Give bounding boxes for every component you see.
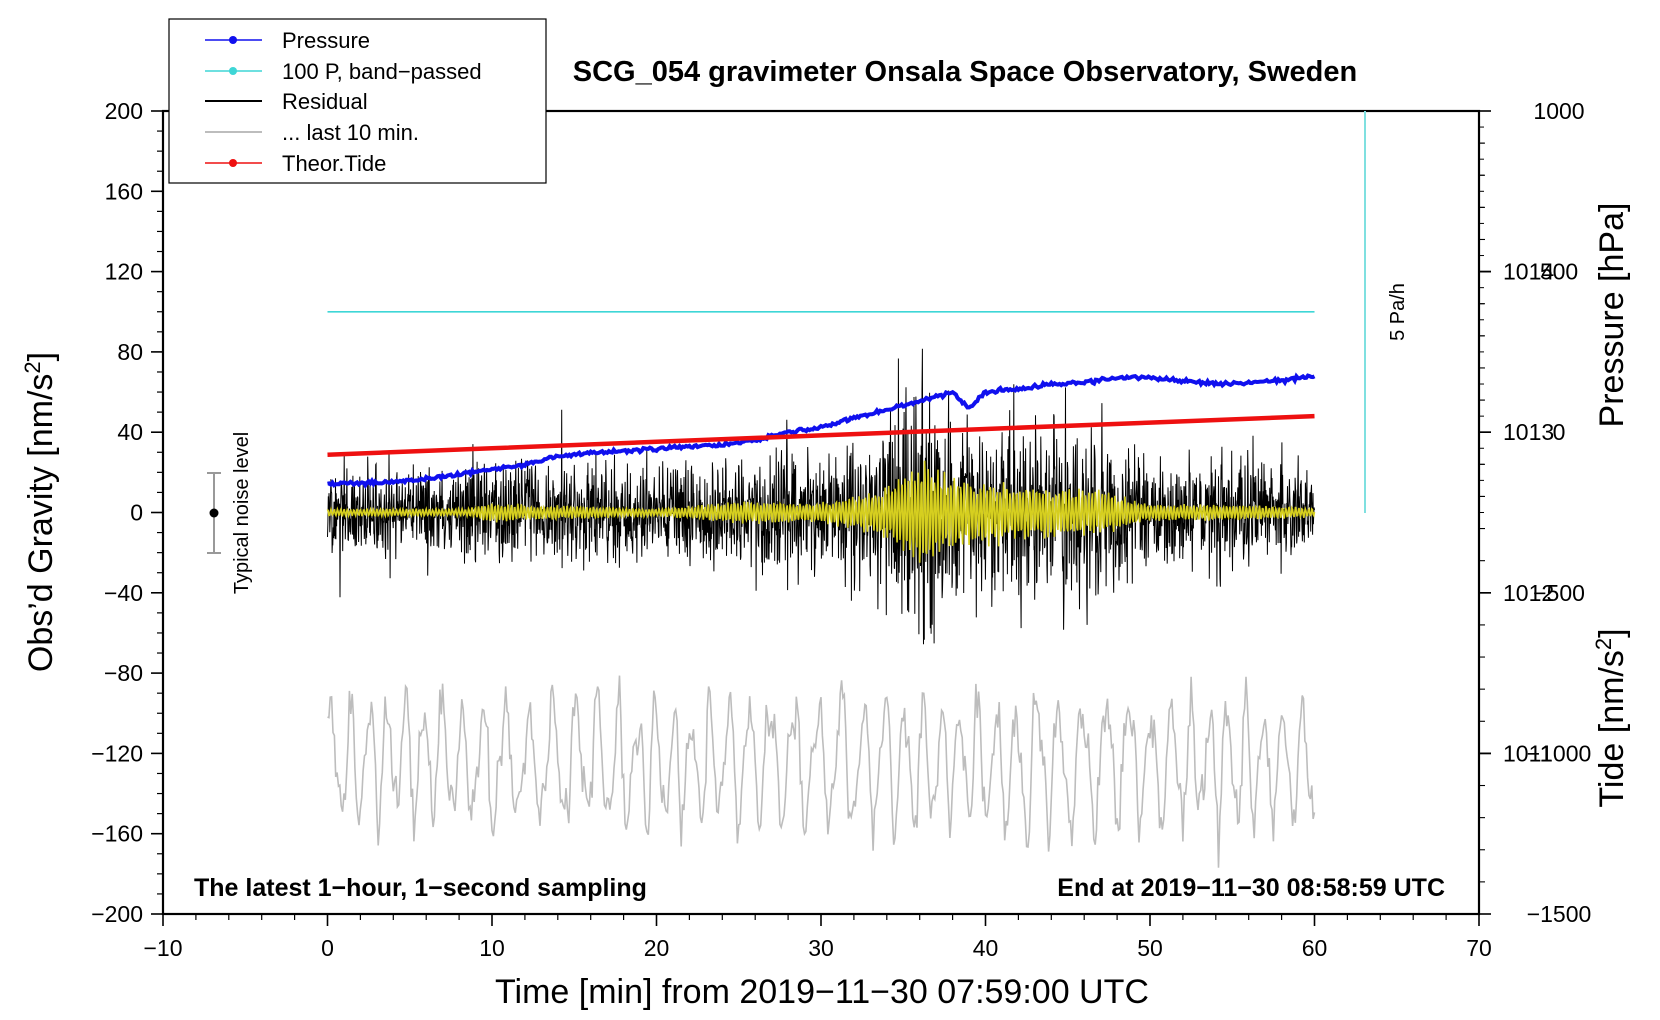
noise-level-marker: Typical noise level bbox=[207, 432, 253, 594]
y-tick-label: 160 bbox=[105, 178, 143, 204]
legend-item-pressure: Pressure bbox=[205, 28, 370, 53]
pressure-tick-label: 1011 bbox=[1503, 740, 1552, 766]
legend-label-tide: Theor.Tide bbox=[282, 151, 386, 176]
scale-bar-label: 5 Pa/h bbox=[1387, 283, 1409, 341]
chart-title: SCG_054 gravimeter Onsala Space Observat… bbox=[573, 56, 1357, 88]
x-tick-label: 60 bbox=[1302, 935, 1328, 961]
y-axis-title-close: ] bbox=[22, 352, 60, 361]
tide-tick-label: −1500 bbox=[1527, 901, 1592, 927]
y-tick-label: 40 bbox=[117, 419, 143, 445]
series-tide-line bbox=[327, 413, 1315, 457]
x-tick-label: 0 bbox=[321, 935, 334, 961]
series-smoothed-line bbox=[326, 460, 1316, 563]
legend-label-bandpassed: 100 P, band−passed bbox=[282, 59, 482, 84]
x-tick-label: −10 bbox=[143, 935, 182, 961]
pressure-tick-label: 1013 bbox=[1503, 419, 1554, 445]
x-axis-title: Time [min] from 2019−11−30 07:59:00 UTC bbox=[495, 973, 1149, 1011]
y-axis-title: Obs’d Gravity [nm/s2] bbox=[20, 352, 60, 672]
annotation-latest-hour: The latest 1−hour, 1−second sampling bbox=[194, 874, 647, 902]
y-tick-label: −200 bbox=[91, 901, 143, 927]
noise-point bbox=[209, 508, 219, 518]
y-tick-label: −80 bbox=[104, 660, 143, 686]
rate-scale-bar: 5 Pa/h bbox=[1364, 111, 1409, 513]
legend-item-bandpassed: 100 P, band−passed bbox=[205, 59, 482, 84]
x-tick-label: 30 bbox=[808, 935, 834, 961]
legend-item-residual: Residual bbox=[205, 89, 368, 114]
y-tick-label: 0 bbox=[130, 500, 143, 526]
plot-frame bbox=[161, 109, 1481, 916]
data-series bbox=[326, 311, 1316, 868]
legend-marker-bandpassed bbox=[229, 67, 237, 75]
pressure-tick-label: 1014 bbox=[1503, 259, 1554, 285]
series-pressure-line bbox=[327, 372, 1316, 490]
x-tick-label: 70 bbox=[1466, 935, 1492, 961]
tide-axis-title-close: ] bbox=[1593, 628, 1631, 637]
tide-tick-label: 0 bbox=[1553, 419, 1566, 445]
legend-item-last10: ... last 10 min. bbox=[205, 120, 419, 145]
x-tick-label: 40 bbox=[973, 935, 999, 961]
y-tick-label: 120 bbox=[105, 259, 143, 285]
pressure-axis-title: Pressure [hPa] bbox=[1593, 203, 1631, 428]
x-tick-label: 20 bbox=[644, 935, 670, 961]
legend: Pressure 100 P, band−passed Residual ...… bbox=[168, 18, 547, 184]
legend-label-last10: ... last 10 min. bbox=[282, 120, 419, 145]
legend-marker-pressure bbox=[229, 36, 237, 44]
tide-axis-title-main: Tide [nm/s bbox=[1593, 650, 1631, 807]
axis-ticks: −10 0 10 20 30 40 50 60 70 200 160 120 80 40 0 −40 −80 −1… bbox=[91, 98, 1591, 961]
tide-tick-label: 500 bbox=[1540, 259, 1578, 285]
y-tick-label: −120 bbox=[91, 740, 143, 766]
y-tick-label: 200 bbox=[105, 98, 143, 124]
tide-tick-label: 1000 bbox=[1533, 98, 1584, 124]
x-tick-label: 50 bbox=[1137, 935, 1163, 961]
pressure-tick-label: 1012 bbox=[1503, 580, 1554, 606]
annotation-end-time: End at 2019−11−30 08:58:59 UTC bbox=[1057, 874, 1445, 902]
noise-label: Typical noise level bbox=[231, 432, 253, 594]
legend-label-pressure: Pressure bbox=[282, 28, 370, 53]
y-tick-label: 80 bbox=[117, 339, 143, 365]
tide-axis-title: Tide [nm/s2] bbox=[1591, 628, 1631, 807]
legend-marker-tide bbox=[229, 159, 237, 167]
tide-tick-label: −1000 bbox=[1527, 740, 1592, 766]
y-tick-label: −160 bbox=[91, 821, 143, 847]
series-last-10-min-line bbox=[327, 675, 1316, 868]
y-axis-title-main: Obs’d Gravity [nm/s bbox=[22, 374, 60, 673]
legend-label-residual: Residual bbox=[282, 89, 368, 114]
y-axis-title-sup: 2 bbox=[20, 361, 45, 373]
y-tick-label: −40 bbox=[104, 580, 143, 606]
x-tick-label: 10 bbox=[479, 935, 505, 961]
legend-item-tide: Theor.Tide bbox=[205, 151, 386, 176]
tide-axis-title-sup: 2 bbox=[1591, 638, 1616, 650]
tide-tick-label: −500 bbox=[1533, 580, 1585, 606]
